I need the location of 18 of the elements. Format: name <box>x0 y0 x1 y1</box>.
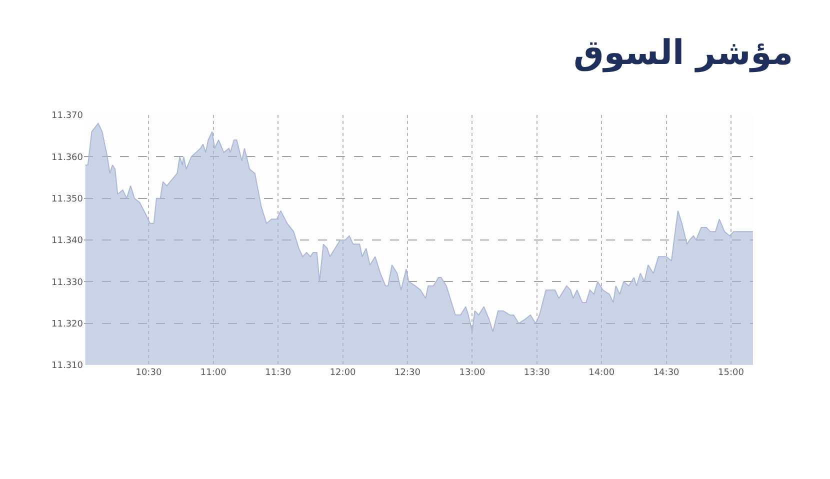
x-tick-label: 12:00 <box>330 368 356 378</box>
x-tick-label: 14:30 <box>653 368 680 378</box>
y-tick-label: 11.340 <box>52 236 84 246</box>
y-tick-label: 11.370 <box>52 111 84 122</box>
x-tick-label: 12:30 <box>394 368 421 378</box>
y-tick-label: 11.310 <box>52 361 84 372</box>
y-tick-label: 11.320 <box>52 319 84 330</box>
x-tick-label: 11:00 <box>200 368 227 378</box>
y-tick-label: 11.360 <box>52 152 84 163</box>
chart-title: مؤشر السوق <box>573 32 793 73</box>
x-tick-label: 10:30 <box>136 368 162 378</box>
x-tick-label: 15:00 <box>718 368 744 378</box>
x-tick-label: 13:00 <box>459 368 486 378</box>
x-tick-label: 11:30 <box>265 368 292 378</box>
x-tick-label: 14:00 <box>588 368 615 378</box>
y-tick-label: 11.350 <box>52 194 84 204</box>
y-tick-label: 11.330 <box>52 278 84 288</box>
x-tick-label: 13:30 <box>524 368 550 378</box>
